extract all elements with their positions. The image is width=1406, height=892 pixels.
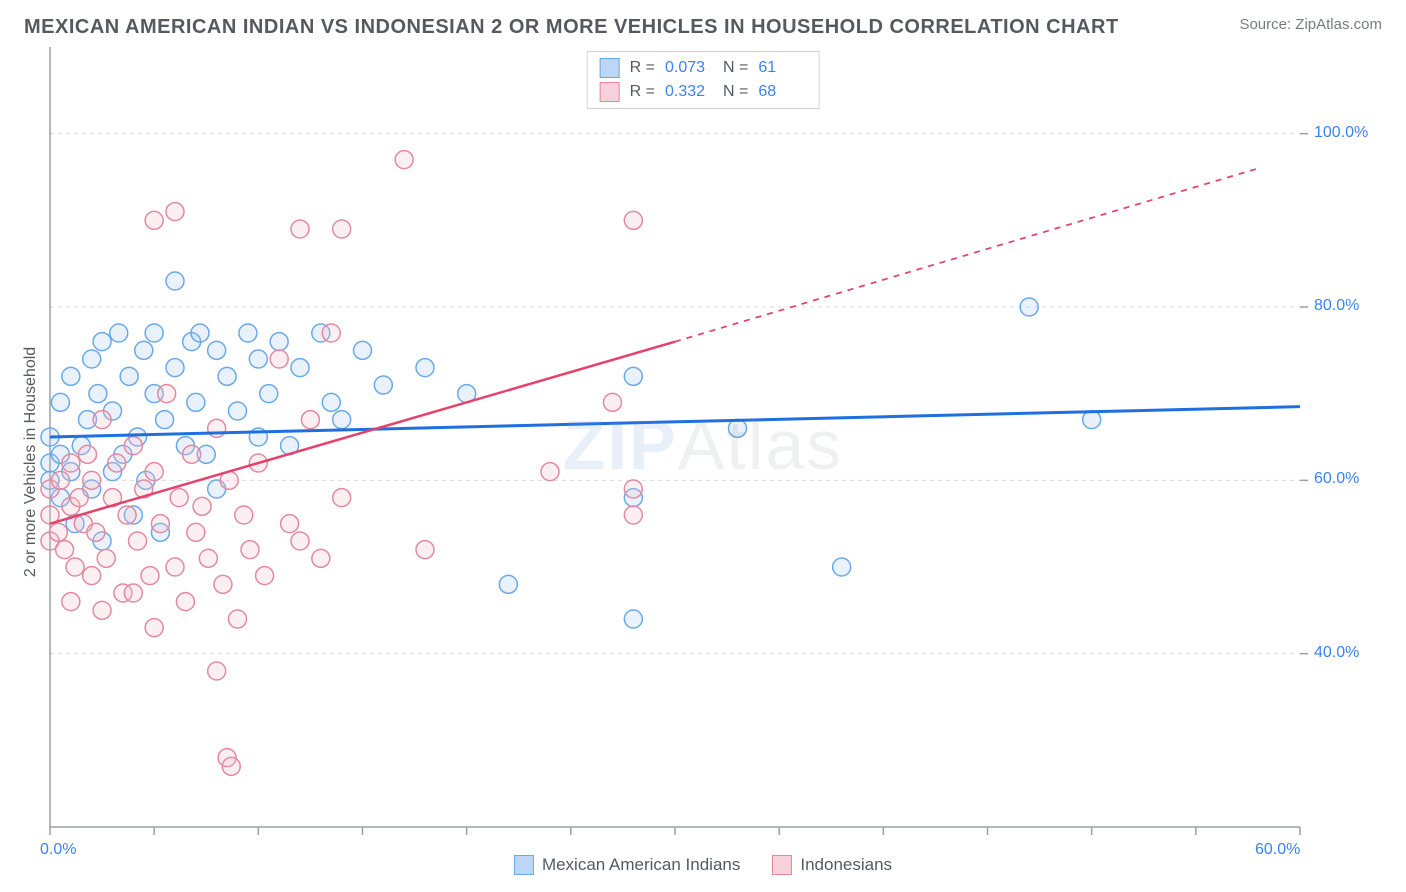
legend-swatch-0: [600, 58, 620, 78]
n-value-1: 68: [758, 83, 806, 101]
r-label: R =: [630, 83, 655, 101]
chart-title: MEXICAN AMERICAN INDIAN VS INDONESIAN 2 …: [24, 16, 1119, 39]
x-tick-label: 0.0%: [40, 841, 76, 859]
n-label: N =: [723, 59, 748, 77]
y-tick-label: 100.0%: [1314, 124, 1368, 142]
r-value-0: 0.073: [665, 59, 713, 77]
legend-stats-row-0: R = 0.073 N = 61: [596, 56, 811, 80]
y-tick-label: 60.0%: [1314, 470, 1359, 488]
y-axis-label: 2 or more Vehicles in Household: [22, 347, 40, 577]
legend-series-item-1: Indonesians: [772, 855, 892, 875]
legend-series-label-1: Indonesians: [800, 855, 892, 875]
n-label: N =: [723, 83, 748, 101]
legend-series-label-0: Mexican American Indians: [542, 855, 740, 875]
y-tick-label: 80.0%: [1314, 297, 1359, 315]
n-value-0: 61: [758, 59, 806, 77]
scatter-chart: [0, 47, 1406, 877]
r-label: R =: [630, 59, 655, 77]
y-tick-label: 40.0%: [1314, 644, 1359, 662]
legend-series-swatch-0: [514, 855, 534, 875]
legend-series-swatch-1: [772, 855, 792, 875]
legend-series-item-0: Mexican American Indians: [514, 855, 740, 875]
legend-swatch-1: [600, 82, 620, 102]
source-credit: Source: ZipAtlas.com: [1239, 16, 1382, 33]
legend-stats-row-1: R = 0.332 N = 68: [596, 80, 811, 104]
chart-container: 2 or more Vehicles in Household ZIPAtlas…: [0, 47, 1406, 877]
x-tick-label: 60.0%: [1255, 841, 1300, 859]
header: MEXICAN AMERICAN INDIAN VS INDONESIAN 2 …: [0, 0, 1406, 47]
r-value-1: 0.332: [665, 83, 713, 101]
legend-stats: R = 0.073 N = 61 R = 0.332 N = 68: [587, 51, 820, 109]
legend-series: Mexican American Indians Indonesians: [514, 855, 892, 875]
